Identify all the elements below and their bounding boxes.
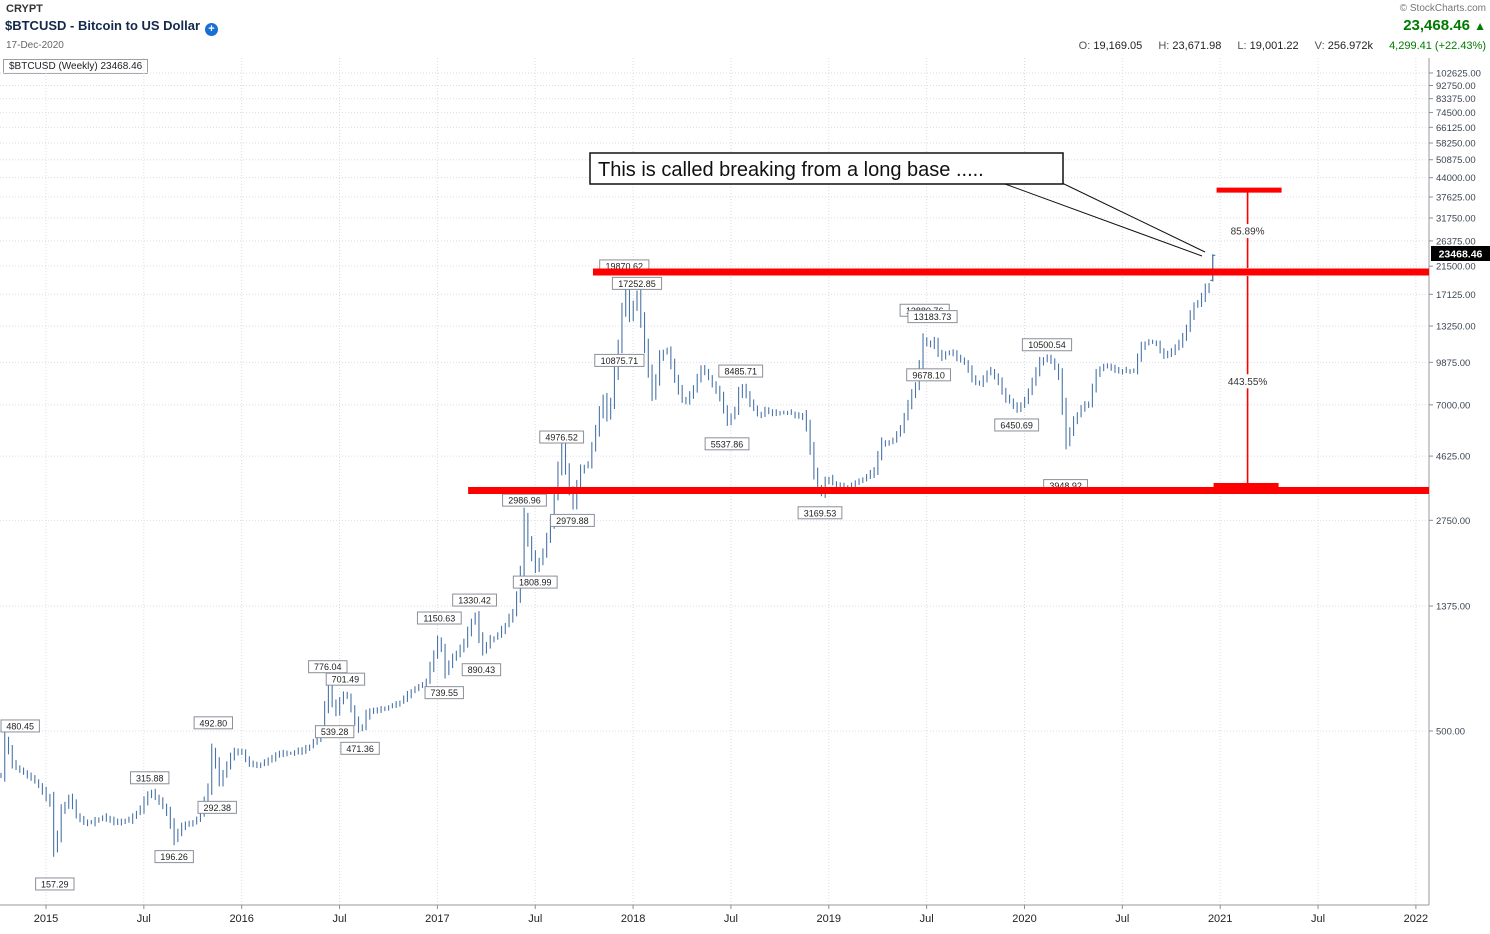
svg-text:315.88: 315.88: [136, 773, 164, 783]
high-value: 23,671.98: [1172, 40, 1222, 52]
svg-text:74500.00: 74500.00: [1436, 108, 1476, 119]
svg-text:196.26: 196.26: [160, 852, 188, 862]
svg-text:26375.00: 26375.00: [1436, 236, 1476, 247]
sector-label: CRYPT: [6, 3, 43, 15]
svg-text:66125.00: 66125.00: [1436, 123, 1476, 134]
svg-text:6450.69: 6450.69: [1000, 420, 1033, 430]
chart-date: 17-Dec-2020: [6, 40, 64, 51]
svg-text:92750.00: 92750.00: [1436, 81, 1476, 92]
svg-text:102625.00: 102625.00: [1436, 68, 1481, 79]
svg-text:23468.46: 23468.46: [1439, 249, 1483, 261]
svg-text:Jul: Jul: [333, 913, 347, 925]
svg-text:Jul: Jul: [528, 913, 542, 925]
svg-text:2020: 2020: [1012, 913, 1036, 925]
current-price-tag: [1431, 246, 1490, 261]
svg-text:1375.00: 1375.00: [1436, 602, 1470, 613]
svg-text:13250.00: 13250.00: [1436, 321, 1476, 332]
svg-text:58250.00: 58250.00: [1436, 138, 1476, 149]
svg-text:890.43: 890.43: [468, 665, 496, 675]
svg-text:157.29: 157.29: [41, 879, 69, 889]
svg-text:5537.86: 5537.86: [711, 439, 744, 449]
change-value: 4,299.41 (+22.43%): [1389, 40, 1486, 52]
svg-text:10500.54: 10500.54: [1028, 340, 1066, 350]
svg-text:1150.63: 1150.63: [423, 614, 455, 624]
svg-text:2018: 2018: [621, 913, 645, 925]
svg-text:Jul: Jul: [1115, 913, 1129, 925]
svg-text:500.00: 500.00: [1436, 727, 1465, 738]
svg-text:21500.00: 21500.00: [1436, 262, 1476, 273]
svg-text:2019: 2019: [817, 913, 841, 925]
low-label: L:: [1237, 40, 1247, 52]
svg-text:10875.71: 10875.71: [601, 356, 639, 366]
ohlc-summary: O: 19,169.05 H: 23,671.98 L: 19,001.22 V…: [1079, 40, 1486, 52]
svg-text:701.49: 701.49: [332, 675, 360, 685]
svg-text:1808.99: 1808.99: [519, 578, 552, 588]
svg-text:739.55: 739.55: [430, 688, 458, 698]
svg-text:17252.85: 17252.85: [618, 279, 656, 289]
svg-text:2750.00: 2750.00: [1436, 516, 1470, 527]
svg-text:539.28: 539.28: [321, 727, 349, 737]
low-value: 19,001.22: [1249, 40, 1299, 52]
last-price: 23,468.46 ▲: [1403, 17, 1486, 34]
svg-text:4976.52: 4976.52: [545, 433, 578, 443]
svg-text:492.80: 492.80: [200, 718, 228, 728]
upper-measure-percent: 85.89%: [1231, 227, 1265, 238]
svg-text:7000.00: 7000.00: [1436, 400, 1470, 411]
svg-text:9678.10: 9678.10: [912, 370, 945, 380]
svg-text:3169.53: 3169.53: [804, 508, 837, 518]
svg-text:37625.00: 37625.00: [1436, 193, 1476, 204]
svg-text:2022: 2022: [1404, 913, 1428, 925]
svg-text:50875.00: 50875.00: [1436, 155, 1476, 166]
svg-text:1330.42: 1330.42: [458, 596, 491, 606]
svg-text:83375.00: 83375.00: [1436, 94, 1476, 105]
svg-text:8485.71: 8485.71: [724, 367, 757, 377]
last-price-value: 23,468.46: [1403, 17, 1470, 34]
callout-text: This is called breaking from a long base…: [598, 159, 984, 181]
chart-legend: $BTCUSD (Weekly) 23468.46: [3, 59, 149, 74]
svg-text:13183.73: 13183.73: [914, 312, 952, 322]
high-label: H:: [1158, 40, 1170, 52]
svg-text:19870.62: 19870.62: [606, 261, 644, 271]
svg-text:Jul: Jul: [724, 913, 738, 925]
svg-text:2979.88: 2979.88: [556, 516, 589, 526]
svg-text:9875.00: 9875.00: [1436, 358, 1470, 369]
svg-text:31750.00: 31750.00: [1436, 213, 1476, 224]
svg-text:471.36: 471.36: [346, 744, 374, 754]
open-label: O:: [1078, 40, 1091, 52]
svg-text:17125.00: 17125.00: [1436, 290, 1476, 301]
svg-text:Jul: Jul: [137, 913, 151, 925]
svg-text:2015: 2015: [34, 913, 58, 925]
svg-text:2016: 2016: [229, 913, 253, 925]
open-value: 19,169.05: [1093, 40, 1143, 52]
svg-text:4625.00: 4625.00: [1436, 452, 1470, 463]
stockcharts-copyright: © StockCharts.com: [1399, 3, 1486, 14]
svg-text:480.45: 480.45: [6, 721, 34, 731]
svg-text:2021: 2021: [1208, 913, 1232, 925]
add-chart-icon[interactable]: +: [205, 23, 219, 36]
chart-title: $BTCUSD - Bitcoin to US Dollar: [5, 18, 201, 33]
svg-text:292.38: 292.38: [203, 803, 231, 813]
svg-text:3948.92: 3948.92: [1049, 481, 1082, 491]
svg-text:2017: 2017: [425, 913, 449, 925]
svg-text:44000.00: 44000.00: [1436, 173, 1476, 184]
volume-value: 256.972k: [1327, 40, 1373, 52]
svg-text:Jul: Jul: [920, 913, 934, 925]
price-up-arrow-icon: ▲: [1474, 19, 1486, 33]
lower-measure-percent: 443.55%: [1228, 377, 1268, 388]
svg-text:776.04: 776.04: [314, 662, 342, 672]
volume-label: V:: [1314, 40, 1325, 52]
svg-text:2986.96: 2986.96: [508, 496, 541, 506]
title-row: $BTCUSD - Bitcoin to US Dollar +: [5, 18, 219, 36]
svg-text:Jul: Jul: [1311, 913, 1325, 925]
